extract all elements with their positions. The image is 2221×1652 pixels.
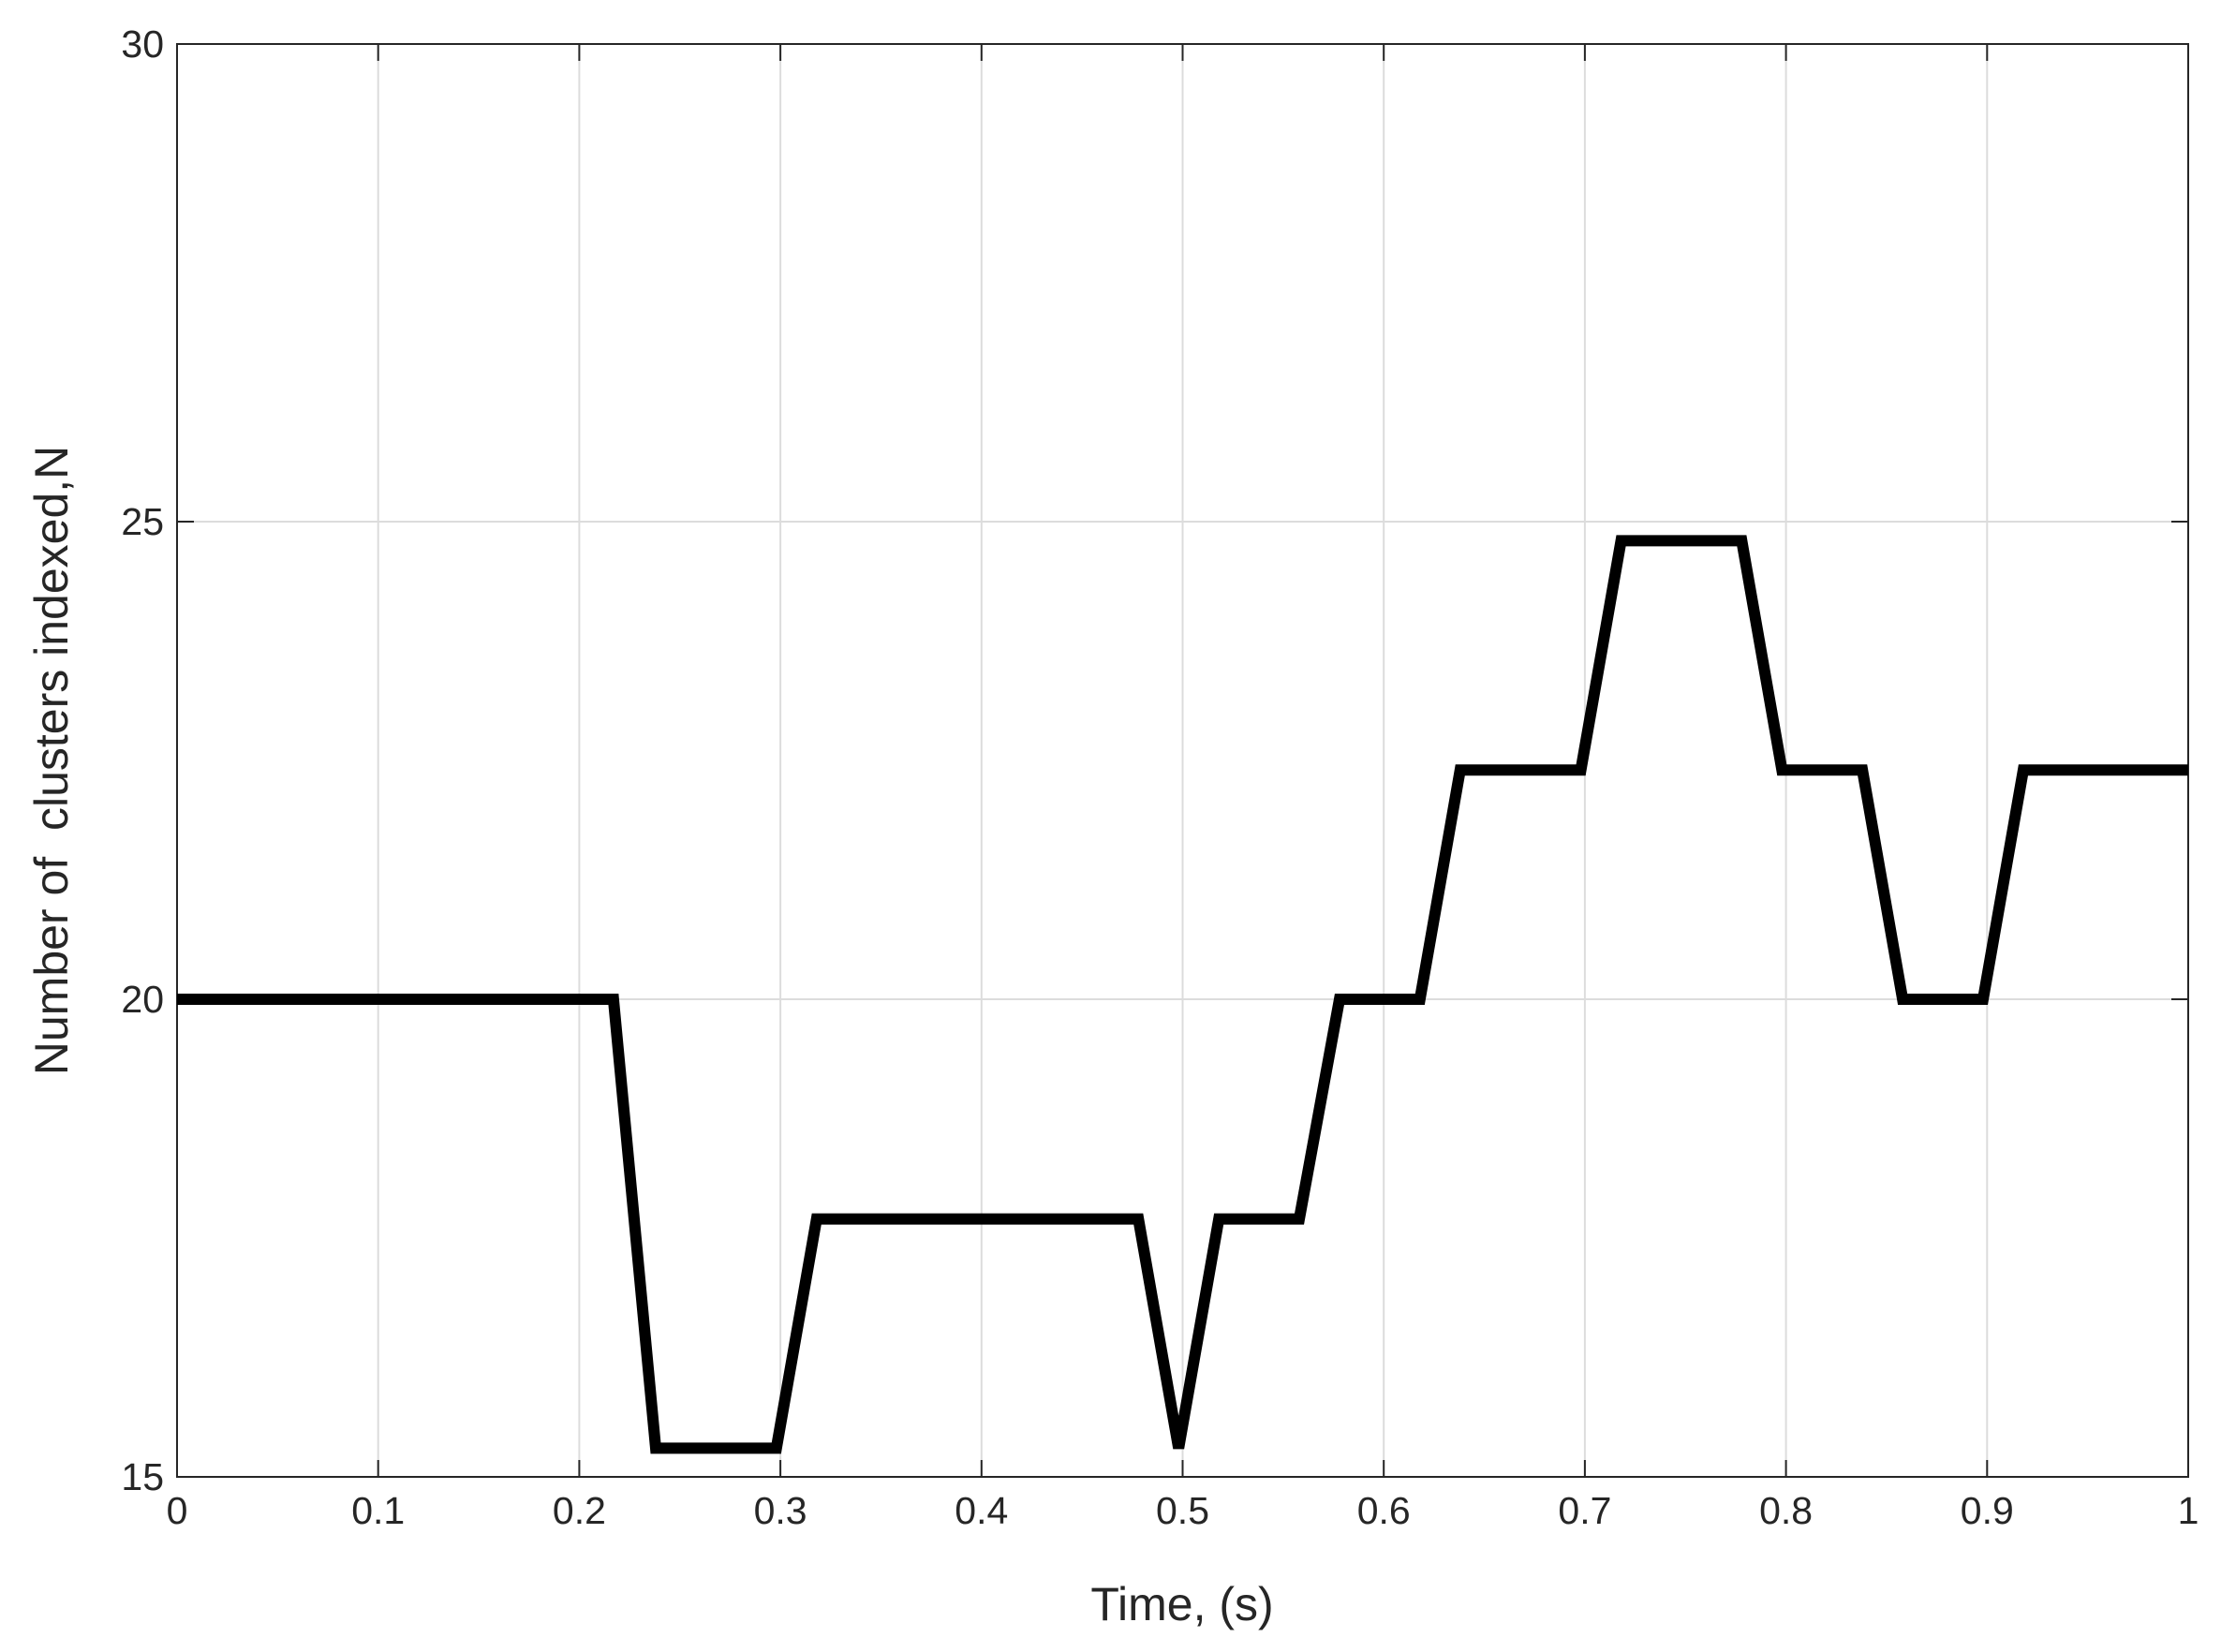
x-tick-label: 0.7 — [1558, 1489, 1611, 1532]
x-tick-label: 0.6 — [1357, 1489, 1411, 1532]
x-tick-label: 0.4 — [955, 1489, 1008, 1532]
x-tick-label: 0.2 — [553, 1489, 606, 1532]
y-axis-label: Number of clusters indexed,N — [25, 446, 78, 1076]
y-tick-label: 15 — [121, 1455, 164, 1498]
x-tick-label: 0.5 — [1156, 1489, 1209, 1532]
x-tick-label: 1 — [2178, 1489, 2199, 1532]
y-tick-label: 30 — [121, 22, 164, 66]
x-tick-label: 0.9 — [1961, 1489, 2014, 1532]
x-tick-label: 0.8 — [1759, 1489, 1813, 1532]
y-tick-label: 20 — [121, 978, 164, 1021]
data-line — [177, 535, 2188, 1454]
plot-frame — [176, 43, 2189, 1478]
x-tick-label: 0.3 — [754, 1489, 807, 1532]
y-tick-label: 25 — [121, 500, 164, 543]
x-tick-label: 0.1 — [351, 1489, 405, 1532]
x-axis-label: Time, (s) — [1090, 1578, 1273, 1630]
x-tick-label: 0 — [167, 1489, 188, 1532]
